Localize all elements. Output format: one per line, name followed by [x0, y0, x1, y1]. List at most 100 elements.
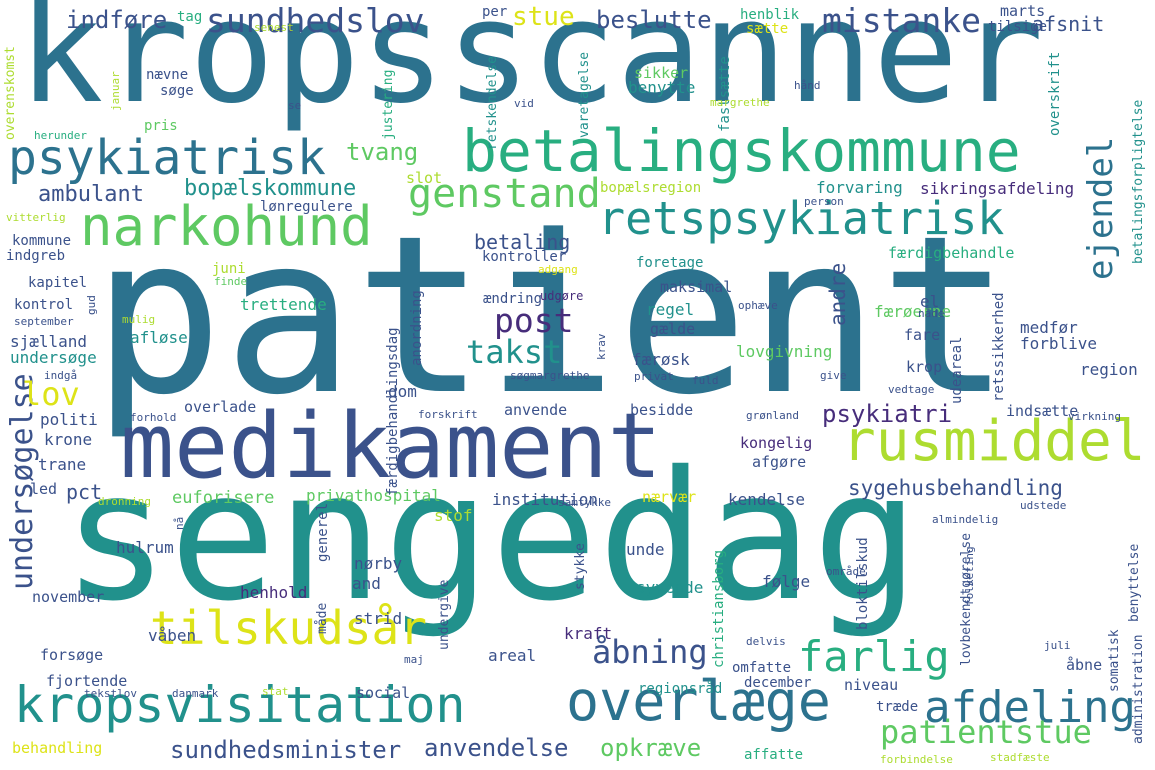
word-benyttelse: benyttelse [1127, 543, 1142, 622]
word-privathospital: privathospital [306, 486, 441, 505]
word-justering: justering [381, 69, 396, 140]
word-patient: patient [92, 190, 1011, 443]
word-folketing: folketing [963, 546, 976, 606]
word-overlaege: overlæge [566, 669, 831, 733]
word-stykke: stykke [573, 543, 588, 590]
word-abning: åbning [592, 633, 708, 671]
word-herunder: herunder [34, 129, 87, 142]
word-abne: åbne [1066, 656, 1103, 674]
word-pct: pct [66, 480, 103, 504]
word-januar: januar [109, 71, 122, 111]
word-afsnit: afsnit [1032, 12, 1105, 36]
word-mulig: mulig [122, 313, 156, 326]
word-dom: dom [388, 382, 417, 401]
word-post: post [494, 301, 574, 340]
word-krav: krav [595, 333, 608, 361]
word-psykiatri: psykiatri [822, 400, 953, 428]
word-gud: gud [85, 295, 98, 315]
word-lovgivning: lovgivning [736, 342, 833, 361]
word-adgang: adgang [538, 263, 578, 276]
word-kontroller: kontroller [482, 249, 567, 265]
word-stat: stat [262, 685, 289, 698]
word-marts: marts [1000, 2, 1046, 20]
word-undergive: undergive [437, 579, 452, 650]
word-generel: generel [315, 502, 331, 562]
word-betaling: betaling [474, 230, 571, 254]
word-anvende: anvende [504, 401, 568, 419]
word-fjortende: fjortende [46, 672, 128, 690]
word-tekstlov: tekstlov [84, 687, 137, 700]
word-takst: takst [466, 333, 563, 371]
word-hand: hånd [794, 79, 821, 92]
word-tilsige: tilsige [988, 19, 1048, 35]
word-omfatte: omfatte [732, 660, 792, 676]
word-vaben: våben [148, 626, 197, 645]
word-and: and [352, 574, 381, 593]
word-vedtage: vedtage [888, 383, 935, 396]
word-christiansborg: christiansborg [711, 549, 727, 668]
word-tag: tag [177, 9, 203, 25]
word-retspsykiatrisk: retspsykiatrisk [598, 192, 1005, 245]
word-sundhedslov: sundhedslov [206, 1, 425, 40]
word-saette: sætte [746, 21, 789, 37]
word-juni: juni [212, 261, 246, 277]
word-afgore: afgøre [752, 453, 807, 471]
word-faeroerne: færøerne [874, 302, 952, 321]
word-benytte: benytte [628, 78, 696, 97]
word-syvende: syvende [636, 578, 704, 597]
word-forvaring: forvaring [816, 178, 903, 197]
word-faerdigbehandle: færdigbehandle [888, 244, 1015, 262]
word-vitterlig: vitterlig [6, 211, 66, 224]
word-rusmiddel: rusmiddel [842, 409, 1146, 474]
word-december: december [744, 675, 812, 691]
word-kontrol: kontrol [14, 297, 74, 313]
word-unde: unde [626, 540, 665, 559]
word-fuld: fuld [692, 374, 719, 387]
word-retssikkerhed: retssikkerhed [991, 292, 1007, 402]
word-na: nå [173, 516, 186, 530]
word-niveau: niveau [844, 676, 899, 694]
word-kropsscanner: kropsscanner [18, 0, 1044, 135]
word-forbindelse: forbindelse [880, 753, 953, 766]
word-sjaelland: sjælland [10, 332, 88, 351]
word-lov: lov [22, 375, 80, 413]
word-fastsaette: fastsætte [717, 56, 733, 132]
word-opkraeve: opkræve [600, 734, 702, 762]
word-overskrift: overskrift [1047, 51, 1063, 136]
word-margrethe: margrethe [710, 96, 770, 109]
word-vid: vid [514, 97, 534, 110]
word-stadfaeste: stadfæste [990, 751, 1050, 764]
word-region: region [1080, 360, 1138, 379]
word-bopaelskommune: bopælskommune [184, 176, 357, 201]
word-beslutte: beslutte [596, 6, 712, 34]
word-overenskomst: overenskomst [3, 46, 18, 140]
word-forskrift: forskrift [418, 408, 478, 421]
word-aendring: ændring [483, 291, 543, 307]
word-krop: krop [906, 358, 943, 376]
word-andre: andre [826, 262, 850, 326]
word-give: give [820, 369, 847, 382]
word-foretage: foretage [636, 255, 704, 271]
word-sogmargrethe: søgmargrethe [510, 369, 590, 382]
word-henhold: henhold [240, 583, 308, 602]
word-kraft: kraft [564, 624, 613, 643]
word-betalingsforpligtelse: betalingsforpligtelse [1131, 99, 1146, 264]
word-kapitel: kapitel [28, 275, 88, 291]
word-euforisere: euforisere [172, 488, 275, 508]
word-senest: senest [254, 21, 294, 34]
word-norby: nørby [354, 554, 403, 573]
word-maj: maj [404, 653, 424, 666]
word-naervaer: nærvær [642, 488, 697, 506]
word-sundhedsminister: sundhedsminister [170, 736, 402, 764]
word-kendelse: kendelse [728, 490, 806, 509]
word-el: el [920, 292, 940, 311]
word-krone: krone [44, 430, 93, 449]
word-behandling: behandling [12, 739, 103, 757]
word-gronland: grønland [746, 409, 799, 422]
word-anvendelse: anvendelse [424, 734, 569, 762]
word-bopaelsregion: bopælsregion [600, 180, 702, 196]
word-mistanke: mistanke [822, 1, 981, 40]
word-betalingskommune: betalingskommune [462, 117, 1021, 185]
word-soge: søge [160, 83, 194, 99]
